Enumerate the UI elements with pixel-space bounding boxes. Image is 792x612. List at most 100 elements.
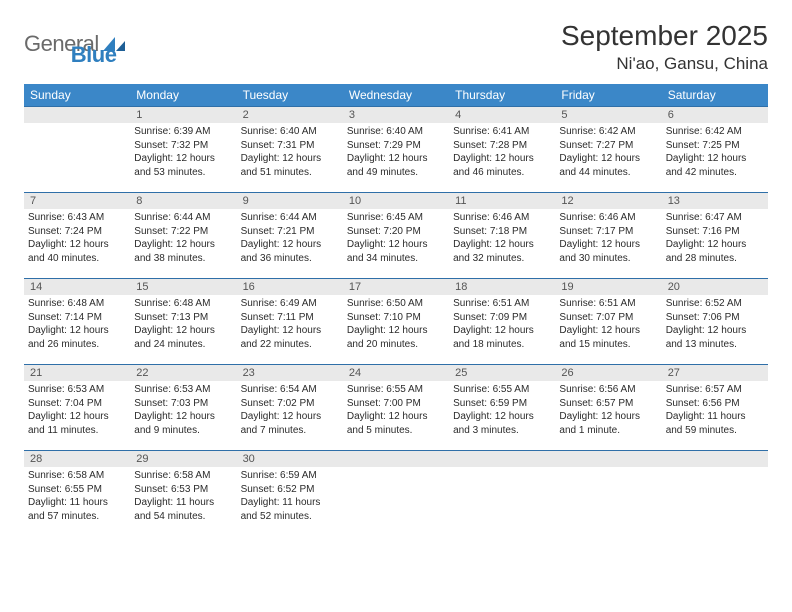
day-detail-line: and 42 minutes. <box>666 166 764 180</box>
day-number: 21 <box>24 365 130 381</box>
day-detail-line: Sunset: 7:13 PM <box>134 311 232 325</box>
day-detail-line: Sunrise: 6:42 AM <box>559 125 657 139</box>
day-detail-line: Sunrise: 6:52 AM <box>666 297 764 311</box>
day-detail-line: and 40 minutes. <box>28 252 126 266</box>
day-detail-line: Daylight: 12 hours <box>134 324 232 338</box>
day-detail-line: Daylight: 12 hours <box>347 152 445 166</box>
calendar-day-cell: 18Sunrise: 6:51 AMSunset: 7:09 PMDayligh… <box>449 279 555 365</box>
day-detail-line: Sunset: 7:18 PM <box>453 225 551 239</box>
day-detail-line: Sunrise: 6:40 AM <box>241 125 339 139</box>
day-number: 8 <box>130 193 236 209</box>
calendar-header-row: SundayMondayTuesdayWednesdayThursdayFrid… <box>24 84 768 107</box>
day-detail-line: Sunset: 6:57 PM <box>559 397 657 411</box>
day-number: 10 <box>343 193 449 209</box>
day-detail-line: Daylight: 12 hours <box>347 324 445 338</box>
day-detail-line: Daylight: 12 hours <box>134 152 232 166</box>
day-detail-line: and 34 minutes. <box>347 252 445 266</box>
day-detail-line: and 59 minutes. <box>666 424 764 438</box>
calendar-day-cell: 30Sunrise: 6:59 AMSunset: 6:52 PMDayligh… <box>237 451 343 537</box>
day-detail-line: and 49 minutes. <box>347 166 445 180</box>
calendar-week-row: 14Sunrise: 6:48 AMSunset: 7:14 PMDayligh… <box>24 279 768 365</box>
day-details: Sunrise: 6:59 AMSunset: 6:52 PMDaylight:… <box>237 467 343 527</box>
day-details: Sunrise: 6:40 AMSunset: 7:31 PMDaylight:… <box>237 123 343 183</box>
day-number: 27 <box>662 365 768 381</box>
day-detail-line: and 46 minutes. <box>453 166 551 180</box>
day-details: Sunrise: 6:40 AMSunset: 7:29 PMDaylight:… <box>343 123 449 183</box>
day-number: 5 <box>555 107 661 123</box>
calendar-day-cell: 29Sunrise: 6:58 AMSunset: 6:53 PMDayligh… <box>130 451 236 537</box>
calendar-day-cell <box>449 451 555 537</box>
weekday-header: Thursday <box>449 84 555 107</box>
calendar-day-cell: 17Sunrise: 6:50 AMSunset: 7:10 PMDayligh… <box>343 279 449 365</box>
day-details: Sunrise: 6:44 AMSunset: 7:22 PMDaylight:… <box>130 209 236 269</box>
day-detail-line: Sunrise: 6:46 AM <box>453 211 551 225</box>
day-details: Sunrise: 6:48 AMSunset: 7:14 PMDaylight:… <box>24 295 130 355</box>
day-details: Sunrise: 6:56 AMSunset: 6:57 PMDaylight:… <box>555 381 661 441</box>
day-detail-line: Daylight: 12 hours <box>453 324 551 338</box>
day-number <box>662 451 768 467</box>
day-number: 26 <box>555 365 661 381</box>
day-detail-line: and 28 minutes. <box>666 252 764 266</box>
day-number: 22 <box>130 365 236 381</box>
day-number: 28 <box>24 451 130 467</box>
day-detail-line: Sunrise: 6:53 AM <box>28 383 126 397</box>
day-detail-line: Sunset: 7:22 PM <box>134 225 232 239</box>
day-detail-line: and 1 minute. <box>559 424 657 438</box>
day-detail-line: Sunset: 7:04 PM <box>28 397 126 411</box>
day-number: 29 <box>130 451 236 467</box>
day-number <box>449 451 555 467</box>
day-detail-line: Daylight: 11 hours <box>28 496 126 510</box>
day-number: 6 <box>662 107 768 123</box>
day-details: Sunrise: 6:48 AMSunset: 7:13 PMDaylight:… <box>130 295 236 355</box>
day-detail-line: and 38 minutes. <box>134 252 232 266</box>
day-detail-line: Sunrise: 6:54 AM <box>241 383 339 397</box>
calendar-day-cell: 14Sunrise: 6:48 AMSunset: 7:14 PMDayligh… <box>24 279 130 365</box>
day-number: 4 <box>449 107 555 123</box>
day-details: Sunrise: 6:41 AMSunset: 7:28 PMDaylight:… <box>449 123 555 183</box>
day-details: Sunrise: 6:50 AMSunset: 7:10 PMDaylight:… <box>343 295 449 355</box>
day-number: 24 <box>343 365 449 381</box>
day-detail-line: and 9 minutes. <box>134 424 232 438</box>
day-detail-line: Daylight: 11 hours <box>241 496 339 510</box>
calendar-day-cell: 19Sunrise: 6:51 AMSunset: 7:07 PMDayligh… <box>555 279 661 365</box>
day-number: 17 <box>343 279 449 295</box>
calendar-day-cell: 7Sunrise: 6:43 AMSunset: 7:24 PMDaylight… <box>24 193 130 279</box>
calendar-day-cell <box>662 451 768 537</box>
calendar-day-cell: 20Sunrise: 6:52 AMSunset: 7:06 PMDayligh… <box>662 279 768 365</box>
day-detail-line: Sunset: 6:55 PM <box>28 483 126 497</box>
day-detail-line: Sunrise: 6:43 AM <box>28 211 126 225</box>
calendar-day-cell: 22Sunrise: 6:53 AMSunset: 7:03 PMDayligh… <box>130 365 236 451</box>
day-detail-line: Daylight: 12 hours <box>559 410 657 424</box>
day-details: Sunrise: 6:43 AMSunset: 7:24 PMDaylight:… <box>24 209 130 269</box>
day-detail-line: and 24 minutes. <box>134 338 232 352</box>
day-details: Sunrise: 6:49 AMSunset: 7:11 PMDaylight:… <box>237 295 343 355</box>
weekday-header: Friday <box>555 84 661 107</box>
day-detail-line: and 11 minutes. <box>28 424 126 438</box>
day-detail-line: Sunrise: 6:44 AM <box>134 211 232 225</box>
day-detail-line: Sunrise: 6:55 AM <box>453 383 551 397</box>
day-detail-line: Sunrise: 6:51 AM <box>453 297 551 311</box>
day-details: Sunrise: 6:55 AMSunset: 7:00 PMDaylight:… <box>343 381 449 441</box>
day-detail-line: Sunrise: 6:47 AM <box>666 211 764 225</box>
day-detail-line: Sunrise: 6:55 AM <box>347 383 445 397</box>
day-detail-line: Sunrise: 6:45 AM <box>347 211 445 225</box>
calendar-day-cell: 4Sunrise: 6:41 AMSunset: 7:28 PMDaylight… <box>449 107 555 193</box>
day-detail-line: Sunrise: 6:41 AM <box>453 125 551 139</box>
day-detail-line: Sunset: 7:09 PM <box>453 311 551 325</box>
day-detail-line: Daylight: 12 hours <box>453 410 551 424</box>
day-details: Sunrise: 6:45 AMSunset: 7:20 PMDaylight:… <box>343 209 449 269</box>
location-label: Ni'ao, Gansu, China <box>561 54 768 74</box>
day-detail-line: Sunset: 7:32 PM <box>134 139 232 153</box>
day-detail-line: Daylight: 12 hours <box>347 410 445 424</box>
day-details: Sunrise: 6:44 AMSunset: 7:21 PMDaylight:… <box>237 209 343 269</box>
day-details: Sunrise: 6:47 AMSunset: 7:16 PMDaylight:… <box>662 209 768 269</box>
day-detail-line: Sunset: 7:16 PM <box>666 225 764 239</box>
day-number: 15 <box>130 279 236 295</box>
day-number: 23 <box>237 365 343 381</box>
day-details: Sunrise: 6:57 AMSunset: 6:56 PMDaylight:… <box>662 381 768 441</box>
day-detail-line: and 30 minutes. <box>559 252 657 266</box>
day-detail-line: Sunrise: 6:49 AM <box>241 297 339 311</box>
day-detail-line: Sunset: 6:53 PM <box>134 483 232 497</box>
day-detail-line: Sunrise: 6:58 AM <box>28 469 126 483</box>
day-detail-line: and 57 minutes. <box>28 510 126 524</box>
